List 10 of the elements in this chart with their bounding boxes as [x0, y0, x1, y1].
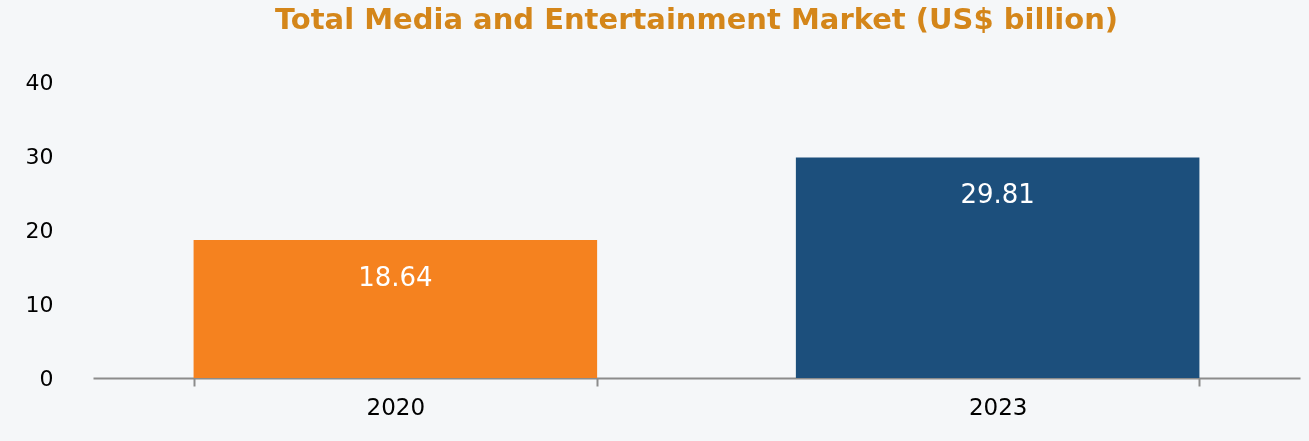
y-tick-label: 10 — [25, 291, 54, 317]
data-label: 18.64 — [358, 262, 433, 293]
chart-title: Total Media and Entertainment Market (US$ billion) — [274, 2, 1119, 36]
x-tick-label: 2020 — [366, 393, 426, 420]
y-tick-label: 30 — [25, 143, 54, 169]
x-tick-label: 2023 — [968, 393, 1028, 420]
data-label: 29.81 — [960, 179, 1035, 210]
y-tick-label: 20 — [25, 217, 54, 243]
y-tick-label: 0 — [39, 365, 54, 391]
y-tick-label: 40 — [25, 69, 54, 95]
